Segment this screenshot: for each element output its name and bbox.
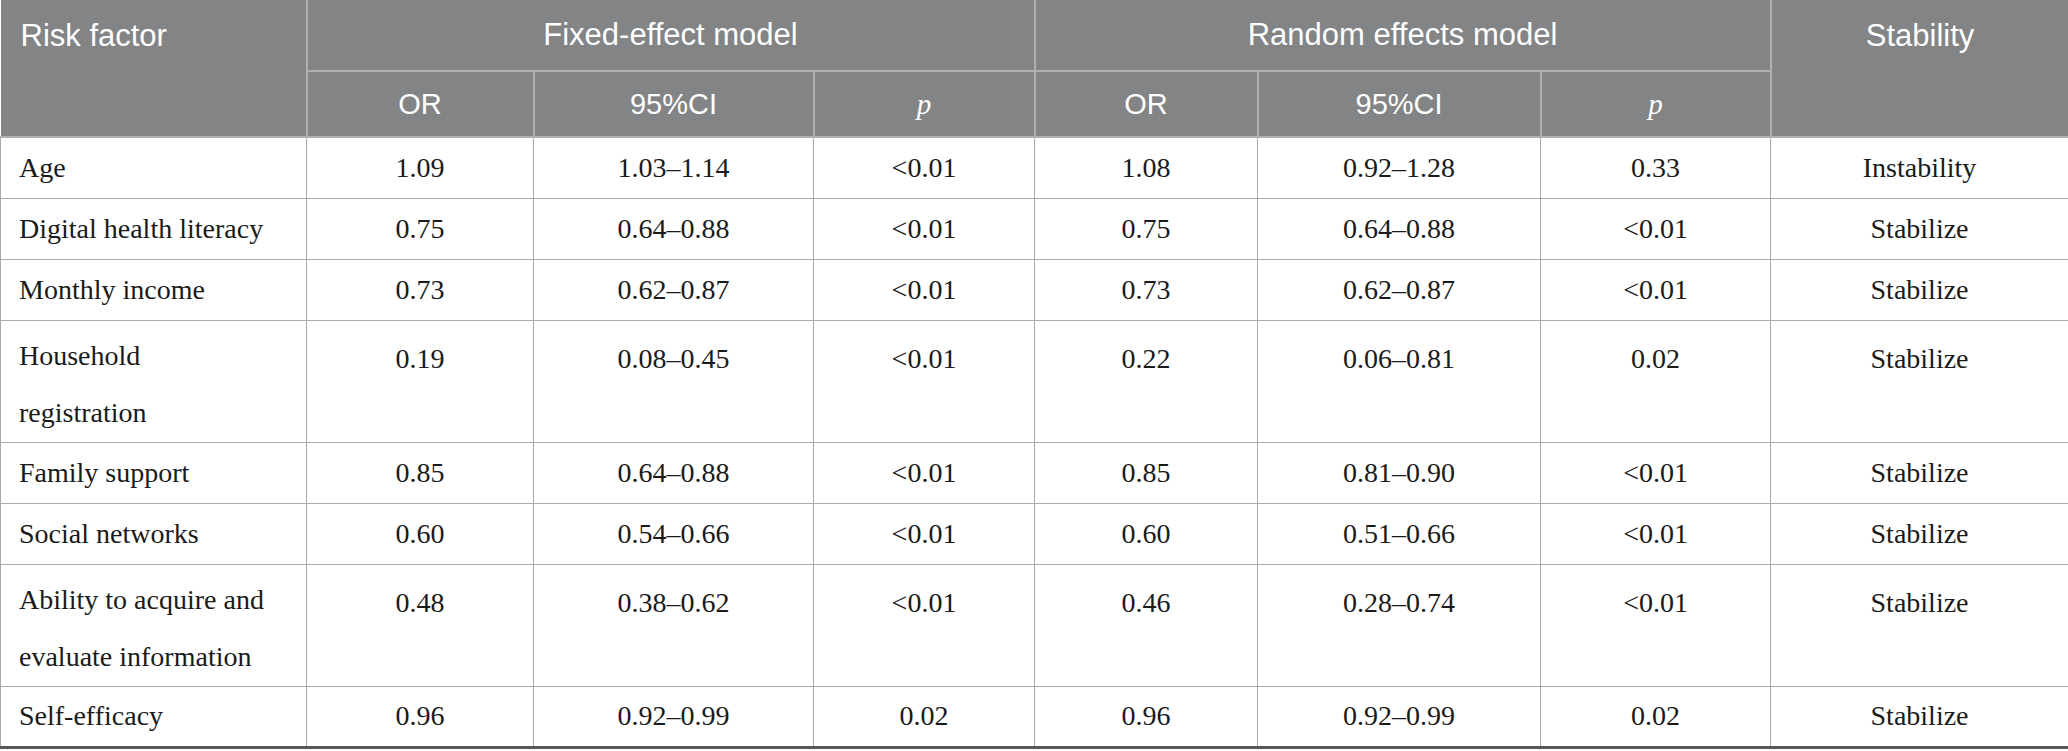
cell-fixed-p: <0.01 [814,198,1035,259]
cell-random-p: 0.02 [1541,686,1771,747]
cell-random-p: <0.01 [1541,503,1771,564]
header-sub-row: OR 95%CI p OR 95%CI p [1,71,2068,137]
col-header-random-ci: 95%CI [1258,71,1541,137]
risk-factor-results-table: Risk factor Fixed-effect model Random ef… [0,0,2068,749]
header-group-row: Risk factor Fixed-effect model Random ef… [1,0,2068,71]
cell-fixed-ci: 0.54–0.66 [534,503,814,564]
col-header-random-p: p [1541,71,1771,137]
cell-random-ci: 0.92–0.99 [1258,686,1541,747]
cell-random-ci: 0.81–0.90 [1258,442,1541,503]
table-row-age: Age 1.09 1.03–1.14 <0.01 1.08 0.92–1.28 … [1,137,2068,198]
cell-random-or: 0.22 [1035,320,1258,442]
cell-stability: Stabilize [1771,686,2068,747]
cell-risk-factor: Household registration [1,320,307,442]
cell-stability: Stabilize [1771,442,2068,503]
cell-random-ci: 0.92–1.28 [1258,137,1541,198]
col-header-stability: Stability [1771,0,2068,137]
table-row-social-networks: Social networks 0.60 0.54–0.66 <0.01 0.6… [1,503,2068,564]
cell-risk-factor: Self-efficacy [1,686,307,747]
cell-stability: Stabilize [1771,564,2068,686]
cell-risk-factor: Social networks [1,503,307,564]
table-header: Risk factor Fixed-effect model Random ef… [1,0,2068,137]
cell-fixed-or: 0.96 [307,686,534,747]
cell-fixed-ci: 0.92–0.99 [534,686,814,747]
col-header-fixed-or: OR [307,71,534,137]
cell-fixed-or: 0.60 [307,503,534,564]
cell-fixed-p: 0.02 [814,686,1035,747]
cell-random-or: 0.73 [1035,259,1258,320]
col-group-random-effects-model: Random effects model [1035,0,1771,71]
col-header-fixed-p: p [814,71,1035,137]
cell-stability: Instability [1771,137,2068,198]
cell-random-ci: 0.62–0.87 [1258,259,1541,320]
cell-random-ci: 0.51–0.66 [1258,503,1541,564]
cell-stability: Stabilize [1771,503,2068,564]
table-row-ability-to-acquire-evaluate-information: Ability to acquire and evaluate informat… [1,564,2068,686]
risk-factor-label: Household registration [19,327,234,442]
cell-random-or: 0.96 [1035,686,1258,747]
col-header-fixed-ci: 95%CI [534,71,814,137]
cell-random-p: <0.01 [1541,442,1771,503]
col-header-random-or: OR [1035,71,1258,137]
cell-fixed-ci: 0.62–0.87 [534,259,814,320]
cell-random-ci: 0.64–0.88 [1258,198,1541,259]
cell-fixed-p: <0.01 [814,259,1035,320]
col-group-fixed-effect-model: Fixed-effect model [307,0,1035,71]
cell-random-p: <0.01 [1541,564,1771,686]
cell-stability: Stabilize [1771,198,2068,259]
cell-random-p: 0.33 [1541,137,1771,198]
cell-stability: Stabilize [1771,320,2068,442]
cell-risk-factor: Family support [1,442,307,503]
cell-fixed-ci: 0.08–0.45 [534,320,814,442]
cell-risk-factor: Age [1,137,307,198]
cell-fixed-or: 0.75 [307,198,534,259]
cell-random-ci: 0.06–0.81 [1258,320,1541,442]
cell-random-p: 0.02 [1541,320,1771,442]
table-row-self-efficacy: Self-efficacy 0.96 0.92–0.99 0.02 0.96 0… [1,686,2068,747]
cell-risk-factor: Monthly income [1,259,307,320]
cell-risk-factor: Ability to acquire and evaluate informat… [1,564,307,686]
table-row-digital-health-literacy: Digital health literacy 0.75 0.64–0.88 <… [1,198,2068,259]
table-row-household-registration: Household registration 0.19 0.08–0.45 <0… [1,320,2068,442]
cell-fixed-ci: 0.64–0.88 [534,198,814,259]
cell-fixed-p: <0.01 [814,320,1035,442]
cell-fixed-p: <0.01 [814,503,1035,564]
cell-fixed-p: <0.01 [814,564,1035,686]
cell-random-or: 0.75 [1035,198,1258,259]
cell-random-ci: 0.28–0.74 [1258,564,1541,686]
cell-fixed-ci: 0.38–0.62 [534,564,814,686]
cell-random-p: <0.01 [1541,198,1771,259]
cell-random-p: <0.01 [1541,259,1771,320]
cell-fixed-or: 0.73 [307,259,534,320]
table-row-monthly-income: Monthly income 0.73 0.62–0.87 <0.01 0.73… [1,259,2068,320]
cell-fixed-or: 0.19 [307,320,534,442]
col-header-risk-factor: Risk factor [1,0,307,137]
cell-random-or: 0.60 [1035,503,1258,564]
table-row-family-support: Family support 0.85 0.64–0.88 <0.01 0.85… [1,442,2068,503]
cell-fixed-or: 0.85 [307,442,534,503]
cell-fixed-or: 0.48 [307,564,534,686]
table-body: Age 1.09 1.03–1.14 <0.01 1.08 0.92–1.28 … [1,137,2068,747]
cell-fixed-ci: 0.64–0.88 [534,442,814,503]
cell-random-or: 0.85 [1035,442,1258,503]
cell-fixed-p: <0.01 [814,137,1035,198]
cell-risk-factor: Digital health literacy [1,198,307,259]
cell-stability: Stabilize [1771,259,2068,320]
cell-fixed-or: 1.09 [307,137,534,198]
cell-random-or: 0.46 [1035,564,1258,686]
cell-fixed-ci: 1.03–1.14 [534,137,814,198]
cell-random-or: 1.08 [1035,137,1258,198]
cell-fixed-p: <0.01 [814,442,1035,503]
